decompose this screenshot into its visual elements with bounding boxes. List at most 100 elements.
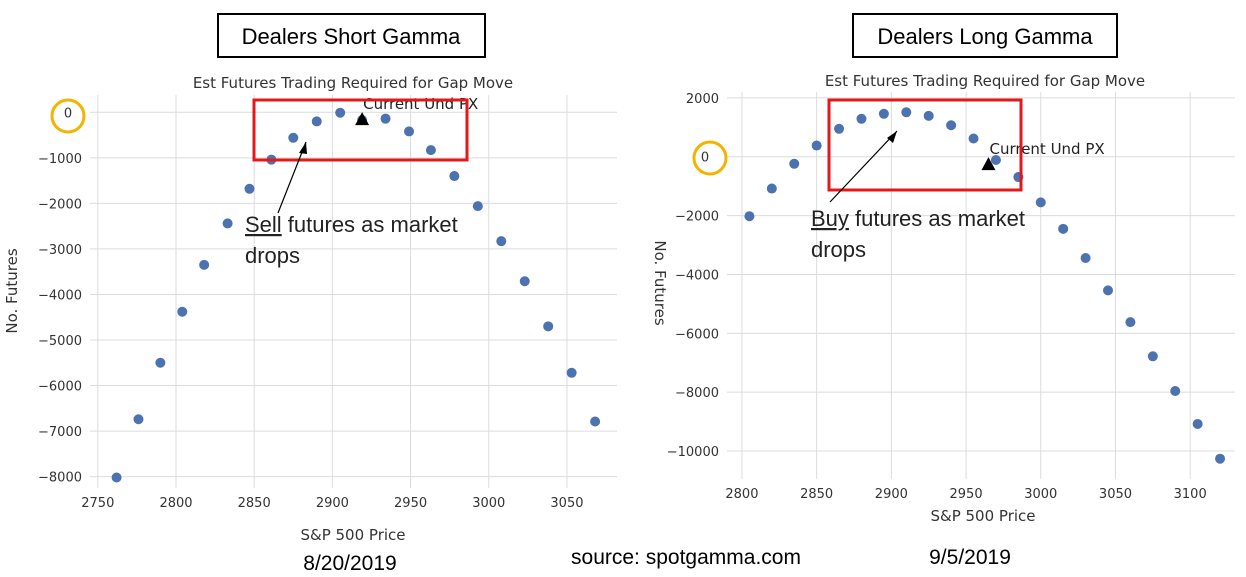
right-x-tick-label: 2850: [800, 487, 833, 502]
left-zero-highlight: [50, 98, 86, 134]
left-data-point: [133, 414, 144, 425]
left-y-tick-label: −7000: [38, 425, 82, 440]
left-gridlines: [90, 95, 617, 488]
right-data-point: [968, 133, 979, 144]
left-data-point: [566, 367, 577, 378]
right-current-marker: Current Und PX: [981, 140, 1105, 171]
left-y-tick-label-zero: 0: [64, 106, 72, 121]
left-data-point: [177, 306, 188, 317]
right-data-point: [1080, 252, 1091, 263]
left-tick-labels: 2750 2800 2850 2900 2950 3000 3050 −1000 −2000 −3…: [38, 106, 583, 511]
right-x-tick-label: 3050: [1099, 487, 1132, 502]
left-scatter-series: [111, 107, 601, 483]
right-annotation-arrowhead: [887, 131, 897, 143]
right-data-point: [811, 140, 822, 151]
left-data-point: [590, 416, 601, 427]
left-data-point: [311, 116, 322, 127]
left-annotation-arrow: [277, 141, 307, 214]
right-y-tick-label-zero: 0: [701, 151, 709, 166]
left-data-point: [155, 357, 166, 368]
left-highlight-box: [252, 98, 469, 162]
left-x-tick-label: 2750: [81, 496, 114, 511]
left-chart-title: Est Futures Trading Required for Gap Mov…: [193, 74, 513, 92]
left-x-tick-label: 3000: [472, 496, 505, 511]
right-data-point: [946, 120, 957, 131]
right-data-point: [1215, 453, 1226, 464]
right-box-label: Dealers Long Gamma: [877, 24, 1093, 49]
left-y-tick-label: −5000: [38, 334, 82, 349]
right-data-point: [901, 107, 912, 118]
left-x-tick-label: 2800: [159, 496, 192, 511]
right-current-price-triangle: [981, 157, 996, 171]
left-date: 8/20/2019: [303, 552, 396, 575]
left-data-point: [496, 236, 507, 247]
right-data-point: [1058, 223, 1069, 234]
left-data-point: [404, 126, 415, 137]
left-y-tick-label: −6000: [38, 380, 82, 395]
right-current-price-label: Current Und PX: [989, 140, 1104, 158]
left-x-axis-label: S&P 500 Price: [300, 526, 405, 544]
right-y-tick-label: −2000: [675, 210, 719, 225]
right-y-tick-label: −10000: [667, 445, 719, 460]
right-date: 9/5/2019: [929, 546, 1011, 569]
left-box-label-frame: [217, 13, 486, 58]
left-x-tick-label: 2900: [316, 496, 349, 511]
right-data-point: [1035, 197, 1046, 208]
right-y-tick-label: −8000: [675, 386, 719, 401]
right-x-tick-label: 3100: [1174, 487, 1207, 502]
left-annotation-underlined: Sell: [245, 212, 282, 237]
right-y-tick-label: 2000: [686, 92, 719, 107]
left-data-point: [199, 259, 210, 270]
right-scatter-series: [744, 107, 1226, 464]
left-panel: Dealers Short Gamma Est Futures Trading …: [3, 13, 617, 575]
left-y-tick-label: −2000: [38, 197, 82, 212]
right-annotation: Buy futures as market: [811, 206, 1025, 231]
right-data-point: [834, 123, 845, 134]
right-x-tick-label: 2950: [950, 487, 983, 502]
source-label: source: spotgamma.com: [571, 546, 801, 569]
left-box-label: Dealers Short Gamma: [242, 24, 462, 49]
right-data-point: [856, 113, 867, 124]
right-data-point: [990, 154, 1001, 165]
right-annotation-underlined: Buy: [811, 206, 849, 231]
left-y-tick-label: −8000: [38, 471, 82, 486]
right-x-tick-label: 2900: [875, 487, 908, 502]
right-panel: Dealers Long Gamma Est Futures Trading R…: [651, 13, 1235, 569]
left-annotation: Sell futures as market: [245, 212, 458, 237]
right-zero-highlight: [692, 140, 728, 176]
right-data-point: [1103, 285, 1113, 296]
right-plot-area: [727, 92, 1235, 479]
left-x-tick-label: 2950: [394, 496, 427, 511]
left-data-point: [472, 201, 483, 212]
left-plot-area: [90, 95, 617, 488]
left-data-point: [380, 113, 391, 124]
right-highlight-box: [827, 98, 1023, 192]
right-data-point: [878, 108, 889, 119]
right-x-tick-label: 2800: [725, 487, 758, 502]
left-annotation-line2: drops: [245, 243, 300, 268]
right-chart-title: Est Futures Trading Required for Gap Mov…: [825, 72, 1145, 90]
right-data-point: [1147, 351, 1158, 362]
right-data-point: [766, 183, 777, 194]
right-data-point: [1125, 317, 1136, 328]
right-annotation-line2: drops: [811, 237, 866, 262]
left-data-point: [449, 171, 460, 182]
left-annotation-arrowhead: [299, 142, 307, 154]
left-data-point: [244, 183, 255, 194]
left-current-price-label: Current Und PX: [363, 95, 478, 113]
left-y-tick-label: −1000: [38, 152, 82, 167]
right-y-tick-label: −6000: [675, 327, 719, 342]
right-data-point: [744, 211, 755, 222]
left-data-point: [519, 276, 530, 287]
right-y-axis-label: No. Futures: [651, 240, 669, 325]
right-x-axis-label: S&P 500 Price: [930, 507, 1035, 525]
right-data-point: [789, 158, 800, 169]
right-data-point: [923, 110, 934, 121]
left-current-price-triangle: [355, 112, 370, 126]
left-y-tick-label: −3000: [38, 243, 82, 258]
right-gridlines: [727, 92, 1235, 479]
left-data-point: [222, 218, 233, 229]
left-y-axis-label: No. Futures: [3, 248, 21, 333]
left-y-tick-label: −4000: [38, 288, 82, 303]
